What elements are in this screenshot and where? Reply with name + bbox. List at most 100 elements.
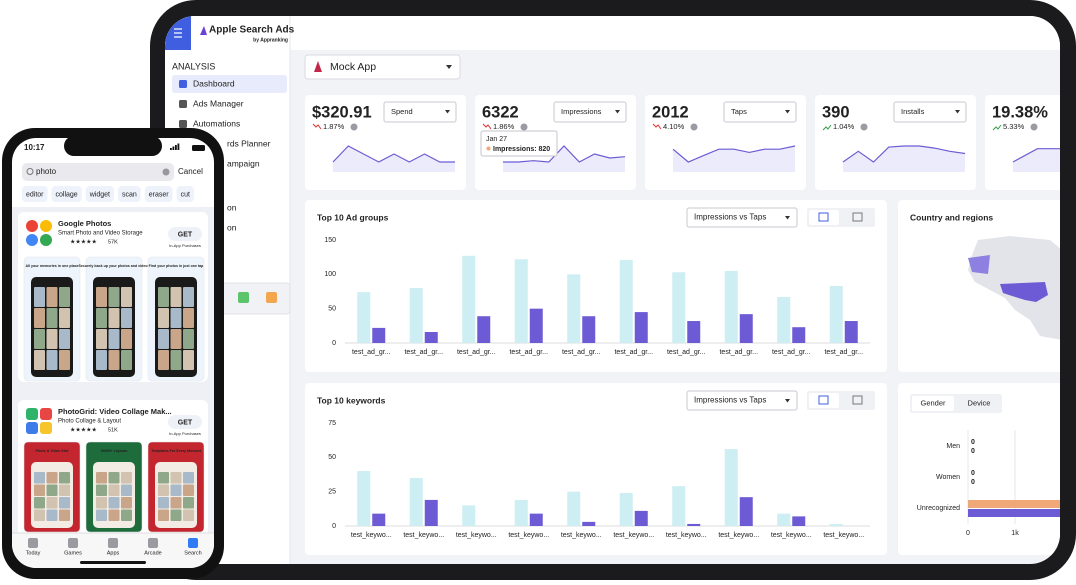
nav-item[interactable]: rds Planner — [227, 138, 271, 148]
screenshot-tile — [34, 497, 45, 509]
sparkline — [1012, 145, 1060, 163]
screenshot-tile — [34, 484, 45, 496]
nav-item[interactable]: Automations — [193, 118, 240, 128]
bar — [462, 255, 476, 343]
chip-text[interactable]: cut — [181, 191, 190, 198]
brand-name: Apple Search Ads — [209, 25, 295, 36]
app-name: Google Photos — [58, 219, 111, 228]
chip[interactable] — [85, 186, 114, 202]
metric-select[interactable] — [553, 101, 627, 123]
y-tick-label: 100 — [324, 271, 336, 278]
bar — [687, 321, 701, 343]
nav-item[interactable]: ampaign — [227, 158, 260, 168]
get-button-text[interactable]: GET — [178, 419, 193, 426]
screenshot-tile — [183, 472, 194, 484]
home-indicator — [80, 561, 146, 564]
trend-arrow — [652, 123, 662, 130]
caret — [615, 110, 620, 114]
search-field[interactable] — [22, 163, 174, 181]
chip-text[interactable]: scan — [122, 191, 137, 198]
cancel-button[interactable]: Cancel — [178, 167, 203, 176]
chip[interactable] — [117, 186, 141, 202]
chip-text[interactable]: editor — [26, 191, 44, 198]
app-stars: ★★★★★ — [70, 239, 97, 246]
tab-icon[interactable] — [68, 538, 78, 548]
screenshot-caption: Templates For Every Moment — [151, 449, 202, 453]
get-button-text[interactable]: GET — [178, 231, 193, 238]
bar — [777, 513, 791, 526]
chip[interactable] — [176, 186, 194, 202]
screenshot-tile — [183, 308, 194, 328]
bar — [619, 259, 633, 343]
chart-selector[interactable] — [686, 390, 798, 411]
panel-title: Top 10 keywords — [317, 395, 386, 405]
sparkline — [672, 145, 796, 163]
tab[interactable]: Device — [968, 398, 991, 407]
help-icon — [860, 123, 868, 131]
metric-select[interactable] — [383, 101, 457, 123]
bar — [514, 259, 528, 343]
clear-icon[interactable] — [162, 168, 170, 176]
tab-label[interactable]: Today — [26, 550, 41, 556]
tab-icon[interactable] — [148, 538, 158, 548]
screenshot-tile — [108, 509, 120, 521]
tab-label[interactable]: Search — [184, 550, 201, 556]
x-tick-label: test_ad_gr... — [404, 349, 443, 356]
nav-icon — [179, 100, 187, 108]
app-icon-part — [26, 408, 38, 420]
nav-item[interactable]: on — [227, 202, 237, 212]
screenshot-tile — [170, 287, 182, 307]
screenshot-tile — [46, 350, 58, 370]
x-tick-label: test_keywo... — [351, 532, 392, 539]
bar — [634, 312, 648, 343]
x-tick-label: test_ad_gr... — [772, 349, 811, 356]
view-toggle-active[interactable] — [809, 210, 839, 225]
value-label: 0 — [971, 439, 975, 446]
nav-item[interactable]: Dashboard — [193, 78, 235, 88]
x-tick-label: test_ad_gr... — [824, 349, 863, 356]
tab-icon[interactable] — [28, 538, 38, 548]
tab-label[interactable]: Apps — [107, 550, 120, 556]
screenshot-tile — [183, 509, 194, 521]
chart-selector[interactable] — [686, 207, 798, 228]
bar — [462, 505, 476, 526]
screenshot-tile — [59, 350, 70, 370]
screenshot-tile — [183, 484, 194, 496]
nav-item[interactable]: Ads Manager — [193, 98, 244, 108]
tab-icon[interactable] — [188, 538, 198, 548]
chip[interactable] — [51, 186, 82, 202]
app-icon-part — [40, 220, 52, 232]
category-label: Men — [946, 443, 960, 450]
nav-item[interactable]: on — [227, 222, 237, 232]
screenshot-tile — [108, 350, 120, 370]
chip-text[interactable]: collage — [56, 191, 78, 198]
screenshot-tile — [108, 329, 120, 349]
bar — [409, 477, 423, 526]
chip[interactable] — [22, 186, 48, 202]
metric-select[interactable] — [723, 101, 797, 123]
tooltip-dot — [486, 146, 491, 151]
app-stars: ★★★★★ — [70, 427, 97, 434]
y-tick-label: 50 — [328, 306, 336, 313]
screenshot-tile — [96, 308, 107, 328]
screenshot-tile — [96, 329, 107, 349]
bar — [829, 286, 843, 343]
app-logo — [314, 61, 322, 72]
view-toggle-active[interactable] — [809, 393, 839, 408]
metric-select[interactable] — [893, 101, 967, 123]
chip-text[interactable]: eraser — [149, 191, 170, 198]
get-button[interactable] — [168, 415, 202, 429]
help-icon — [350, 123, 358, 131]
chip[interactable] — [144, 186, 173, 202]
chip-text[interactable]: widget — [89, 191, 110, 198]
screenshot-tile — [158, 308, 169, 328]
tab-active[interactable] — [912, 396, 954, 411]
get-button[interactable] — [168, 227, 202, 241]
tab-label[interactable]: Games — [64, 550, 82, 556]
tab-label[interactable]: Arcade — [144, 550, 161, 556]
app-selector[interactable] — [304, 54, 461, 80]
metric-change: 1.86% — [493, 122, 515, 131]
tooltip — [480, 130, 558, 157]
tab-icon[interactable] — [108, 538, 118, 548]
tab[interactable]: Gender — [920, 398, 946, 407]
